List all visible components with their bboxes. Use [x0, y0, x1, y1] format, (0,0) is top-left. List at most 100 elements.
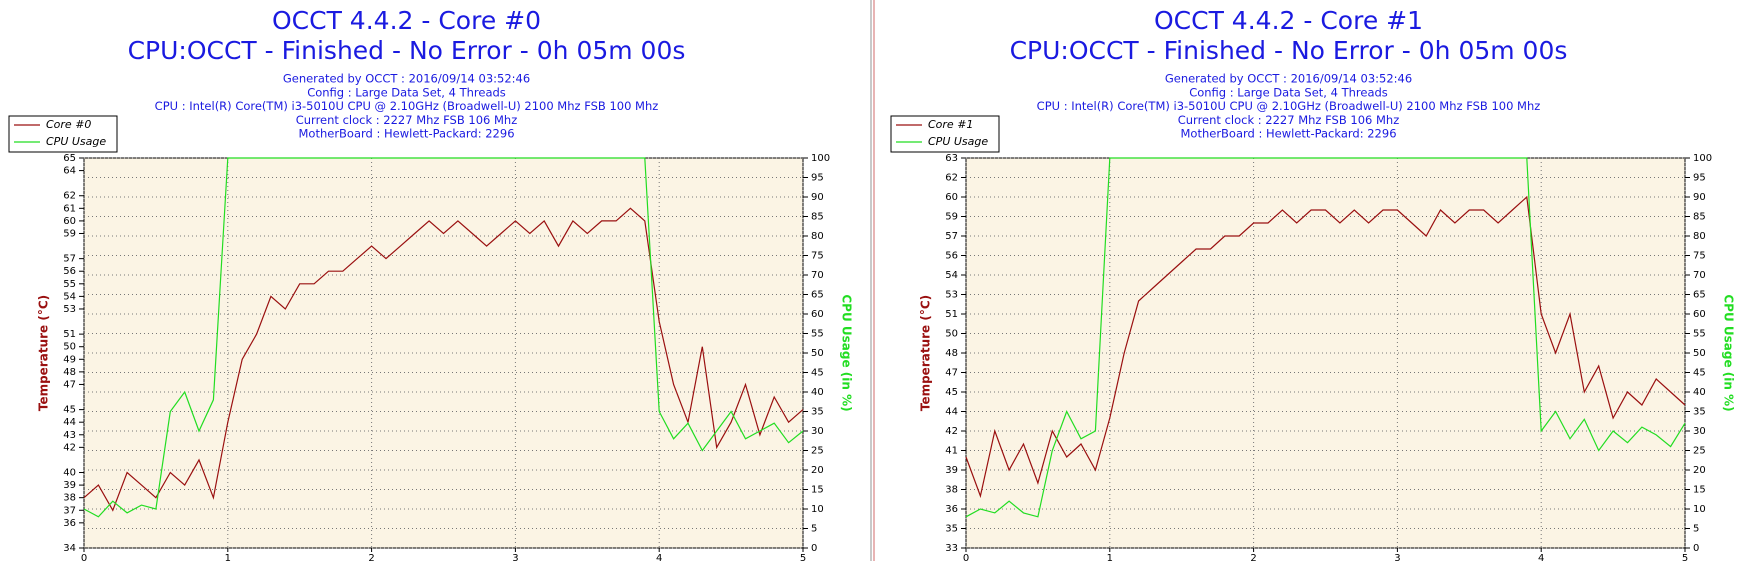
x-tick-label: 4 [656, 553, 662, 561]
y-tick-label: 45 [945, 387, 958, 398]
y-tick-label: 38 [945, 485, 958, 496]
x-tick-label: 1 [1107, 553, 1113, 561]
y2-tick-label: 95 [1693, 173, 1706, 184]
chart-title: OCCT 4.4.2 - Core #0 [272, 6, 541, 35]
info-line: Current clock : 2227 Mhz FSB 106 Mhz [1178, 113, 1400, 127]
y2-tick-label: 30 [811, 426, 824, 437]
y-tick-label: 47 [945, 368, 958, 379]
y-tick-label: 42 [945, 426, 958, 437]
y2-tick-label: 30 [1693, 426, 1706, 437]
x-tick-label: 3 [1394, 553, 1400, 561]
y-tick-label: 54 [63, 291, 76, 302]
y2-tick-label: 5 [811, 524, 817, 535]
x-tick-label: 4 [1538, 553, 1544, 561]
y-tick-label: 50 [63, 342, 76, 353]
x-tick-label: 0 [963, 553, 969, 561]
y2-tick-label: 25 [811, 446, 824, 457]
y2-tick-label: 70 [1693, 270, 1706, 281]
info-line: MotherBoard : Hewlett-Packard: 2296 [1180, 127, 1396, 141]
y2-tick-label: 95 [811, 173, 824, 184]
info-line: Generated by OCCT : 2016/09/14 03:52:46 [1165, 72, 1412, 86]
y-tick-label: 57 [945, 231, 958, 242]
x-tick-label: 5 [1682, 553, 1688, 561]
y-tick-label: 56 [63, 266, 76, 277]
y-tick-label: 65 [63, 153, 76, 164]
y2-tick-label: 100 [811, 153, 830, 164]
y-tick-label: 36 [63, 518, 76, 529]
y2-tick-label: 75 [811, 251, 824, 262]
y-tick-label: 64 [63, 166, 76, 177]
chart-subtitle: CPU:OCCT - Finished - No Error - 0h 05m … [128, 36, 686, 65]
y-tick-label: 41 [945, 446, 958, 457]
y2-tick-label: 85 [1693, 212, 1706, 223]
y-tick-label: 60 [63, 216, 76, 227]
x-tick-label: 0 [81, 553, 87, 561]
y-tick-label: 59 [63, 228, 76, 239]
y2-tick-label: 35 [1693, 407, 1706, 418]
series-line [965, 195, 1686, 499]
y2-tick-label: 55 [1693, 329, 1706, 340]
y-tick-label: 37 [63, 505, 76, 516]
y-tick-label: 60 [945, 192, 958, 203]
y-tick-label: 54 [945, 270, 958, 281]
y-tick-label: 42 [63, 442, 76, 453]
y-tick-label: 45 [63, 405, 76, 416]
y-tick-label: 34 [63, 543, 76, 554]
y-tick-label: 56 [945, 251, 958, 262]
info-line: CPU : Intel(R) Core(TM) i3-5010U CPU @ 2… [1037, 99, 1541, 113]
y2-tick-label: 50 [1693, 348, 1706, 359]
y-tick-label: 63 [945, 153, 958, 164]
y2-tick-label: 65 [811, 290, 824, 301]
y2-tick-label: 20 [811, 465, 824, 476]
legend-label: Core #1 [928, 118, 973, 131]
y-tick-label: 59 [945, 212, 958, 223]
x-tick-label: 2 [368, 553, 374, 561]
x-tick-label: 2 [1250, 553, 1256, 561]
y-tick-label: 51 [945, 309, 958, 320]
info-line: Generated by OCCT : 2016/09/14 03:52:46 [283, 72, 530, 86]
y2-tick-label: 45 [811, 368, 824, 379]
info-line: Config : Large Data Set, 4 Threads [307, 85, 506, 99]
series-line [83, 207, 804, 512]
y-tick-label: 44 [63, 417, 76, 428]
info-line: Config : Large Data Set, 4 Threads [1189, 85, 1388, 99]
legend-box [890, 115, 1000, 153]
y2-axis-title: CPU Usage (in %) [1722, 294, 1736, 411]
y-tick-label: 53 [945, 290, 958, 301]
y-tick-label: 51 [63, 329, 76, 340]
y-axis-title: Temperature (°C) [37, 295, 51, 411]
info-line: MotherBoard : Hewlett-Packard: 2296 [298, 127, 514, 141]
y-axis-title: Temperature (°C) [919, 295, 933, 411]
y2-tick-label: 100 [1693, 153, 1712, 164]
y2-tick-label: 50 [811, 348, 824, 359]
y2-tick-label: 90 [1693, 192, 1706, 203]
y2-tick-label: 25 [1693, 446, 1706, 457]
y2-tick-label: 85 [811, 212, 824, 223]
y2-tick-label: 70 [811, 270, 824, 281]
y-tick-label: 53 [63, 304, 76, 315]
x-tick-label: 3 [512, 553, 518, 561]
y-tick-label: 35 [945, 524, 958, 535]
y2-tick-label: 35 [811, 407, 824, 418]
y2-tick-label: 15 [811, 485, 824, 496]
y-tick-label: 39 [63, 480, 76, 491]
series-line [83, 157, 804, 518]
y2-tick-label: 45 [1693, 368, 1706, 379]
y2-axis-title: CPU Usage (in %) [840, 294, 854, 411]
y-tick-label: 55 [63, 279, 76, 290]
chart-subtitle: CPU:OCCT - Finished - No Error - 0h 05m … [1010, 36, 1568, 65]
y-tick-label: 44 [945, 407, 958, 418]
y2-tick-label: 40 [811, 387, 824, 398]
legend-box [8, 115, 118, 153]
y2-tick-label: 75 [1693, 251, 1706, 262]
y-tick-label: 36 [945, 504, 958, 515]
y2-tick-label: 10 [1693, 504, 1706, 515]
y2-tick-label: 55 [811, 329, 824, 340]
y-tick-label: 49 [63, 354, 76, 365]
y2-tick-label: 20 [1693, 465, 1706, 476]
legend: Core #1 CPU Usage [890, 115, 1000, 153]
y-tick-label: 40 [63, 468, 76, 479]
plot-area [83, 157, 804, 549]
